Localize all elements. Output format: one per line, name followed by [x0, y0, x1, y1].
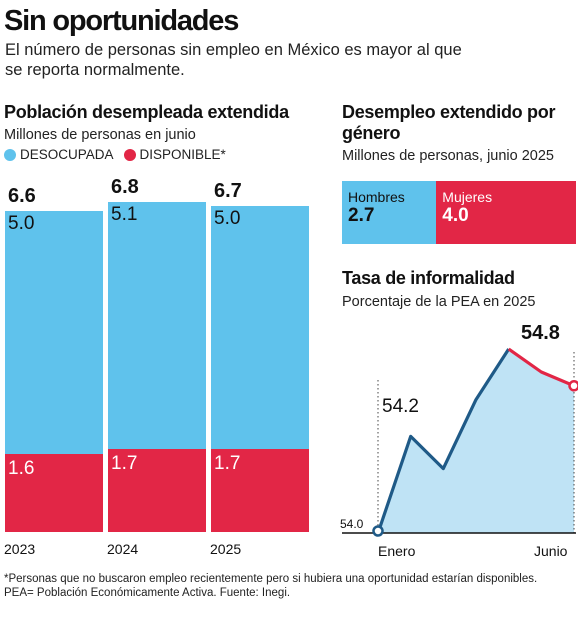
footnote: *Personas que no buscaron empleo recient…	[4, 572, 576, 600]
bar-disponible-label-2023: 1.6	[8, 458, 35, 480]
bar-desocupada-label-2023: 5.0	[8, 213, 35, 235]
start-point	[372, 525, 384, 537]
bar-disponible-label-2024: 1.7	[111, 453, 138, 475]
bar-disponible-label-2025: 1.7	[214, 453, 241, 475]
baseline-value-label: 54.0	[340, 517, 364, 531]
bar-chart-subtitle: Millones de personas en junio	[4, 127, 196, 143]
bar-desocupada-label-2024: 5.1	[111, 203, 138, 225]
line-chart-title: Tasa de informalidad	[342, 268, 515, 288]
legend-disponible-label: DISPONIBLE*	[139, 147, 226, 162]
bar-desocupada-2024	[108, 201, 206, 450]
series-line	[376, 348, 511, 534]
x-tick-2023: 2023	[4, 541, 36, 557]
legend-desocupada-swatch	[4, 148, 16, 161]
bar-desocupada-label-2025: 5.0	[214, 208, 241, 230]
line-chart-svg: 54.2 54.8 54.0 Enero Junio	[340, 322, 578, 559]
x-tick-enero: Enero	[378, 543, 416, 559]
x-tick-junio: Junio	[534, 543, 568, 559]
bar-disponible-2024	[108, 449, 206, 532]
bar-chart-legend: DESOCUPADA DISPONIBLE*	[4, 147, 236, 162]
start-value-label: 54.2	[382, 396, 419, 417]
intro-text: El número de personas sin empleo en Méxi…	[5, 41, 462, 79]
end-value-label: 54.8	[521, 322, 560, 344]
bar-total-2024: 6.8	[111, 175, 139, 198]
bar-total-2023: 6.6	[8, 185, 36, 208]
gender-label-hombres: Hombres	[348, 189, 405, 205]
legend-desocupada-label: DESOCUPADA	[20, 147, 114, 162]
footnote-line-2: PEA= Población Económicamente Activa. Fu…	[4, 587, 291, 599]
gender-chart-title: Desempleo extendido por género	[342, 102, 556, 143]
area-fill	[378, 349, 574, 533]
bar-disponible-2025	[211, 449, 309, 532]
gender-value-hombres: 2.7	[348, 205, 375, 226]
bar-desocupada-2023	[5, 211, 103, 455]
footnote-line-1: *Personas que no buscaron empleo recient…	[4, 573, 538, 585]
gender-bar-mujeres: Mujeres 4.0	[436, 181, 576, 244]
end-point	[568, 380, 578, 392]
legend-disponible-swatch	[123, 148, 136, 161]
bar-total-2025: 6.7	[214, 180, 242, 203]
page-title: Sin oportunidades	[4, 5, 239, 37]
legend-desocupada: DESOCUPADA	[4, 147, 114, 162]
gender-bar-hombres: Hombres 2.7	[342, 181, 437, 244]
series-line-last	[507, 347, 575, 388]
bar-desocupada-2025	[211, 206, 309, 450]
x-tick-2025: 2025	[210, 541, 242, 557]
legend-disponible: DISPONIBLE*	[123, 147, 226, 162]
gender-value-mujeres: 4.0	[442, 205, 469, 226]
x-tick-2024: 2024	[107, 541, 139, 557]
bar-chart-title: Población desempleada extendida	[4, 102, 289, 122]
bar-disponible-2023	[5, 454, 103, 532]
gender-chart-subtitle: Millones de personas, junio 2025	[342, 148, 554, 164]
gender-label-mujeres: Mujeres	[442, 189, 493, 205]
line-chart-subtitle: Porcentaje de la PEA en 2025	[342, 294, 536, 310]
